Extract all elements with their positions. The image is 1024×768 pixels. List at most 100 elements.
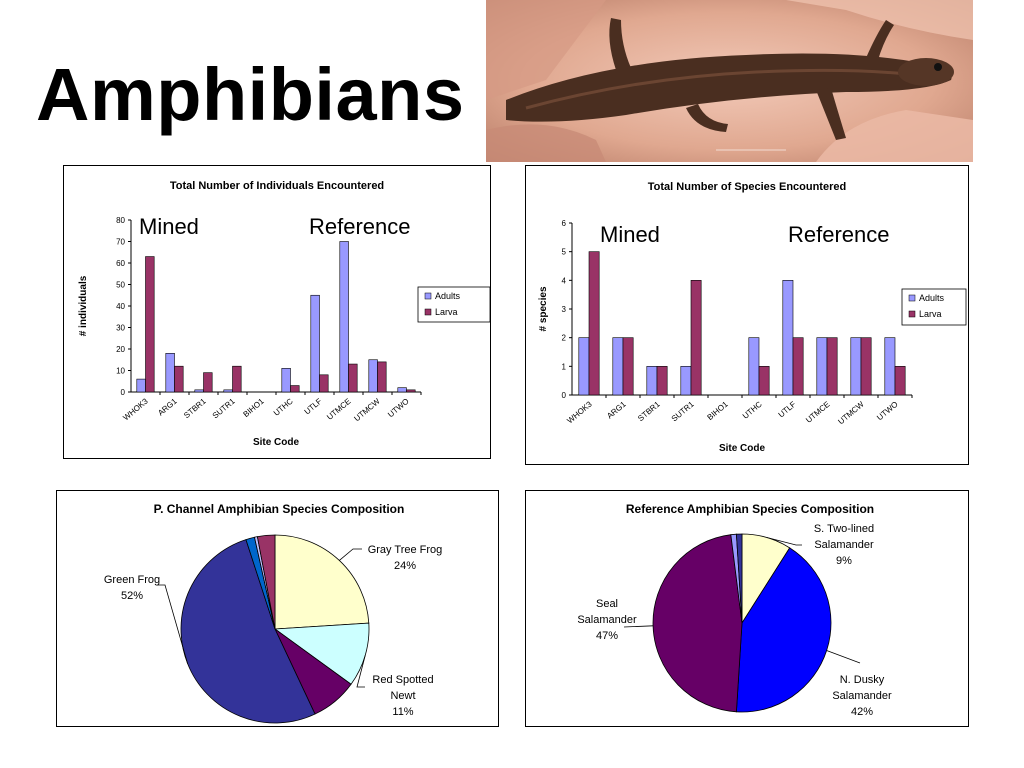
bar-adults xyxy=(310,294,320,393)
bar-adults xyxy=(223,389,233,393)
y-axis-label: # species xyxy=(538,286,549,331)
pie-slice xyxy=(735,547,832,713)
bar-adults xyxy=(612,337,624,396)
bar-larva xyxy=(174,365,184,393)
leader-line xyxy=(826,650,861,664)
y-tick-label: 2 xyxy=(562,334,567,343)
bar-adults xyxy=(646,366,658,396)
leader-line xyxy=(766,537,802,546)
species-chart-box: Total Number of Species Encountered 0 1 2 3 4… xyxy=(525,165,969,465)
x-tick-label: ARG1 xyxy=(605,399,628,420)
legend-swatch xyxy=(908,310,916,318)
individuals-chart-box: Total Number of Individuals Encountered 0… xyxy=(63,165,491,459)
slice-label: Gray Tree Frog 24% xyxy=(368,544,443,572)
x-tick-label: UTHC xyxy=(272,396,295,417)
leader-line xyxy=(157,584,188,664)
y-tick-label: 70 xyxy=(116,238,125,247)
chart-title: Reference Amphibian Species Composition xyxy=(626,502,874,516)
y-tick-label: 1 xyxy=(562,362,567,371)
leader-line xyxy=(356,655,366,688)
annotation-reference: Reference xyxy=(309,214,411,239)
annotation-mined: Mined xyxy=(139,214,199,239)
pie-slice xyxy=(273,622,370,685)
x-tick-label: UTWO xyxy=(386,397,411,420)
y-tick-label: 6 xyxy=(562,219,567,228)
y-tick-label: 3 xyxy=(562,305,567,314)
chart-title: Total Number of Species Encountered xyxy=(648,181,846,193)
bar-larva xyxy=(290,385,300,393)
species-bar-chart: Total Number of Species Encountered 0 1 2 3 4… xyxy=(538,181,967,454)
x-axis-label: Site Code xyxy=(253,437,300,448)
bar-adults xyxy=(368,359,378,393)
x-tick-label: ARG1 xyxy=(156,396,179,417)
chart-title: Total Number of Individuals Encountered xyxy=(170,180,384,192)
x-tick-label: SUTR1 xyxy=(211,396,237,420)
chart-title: P. Channel Amphibian Species Composition xyxy=(154,502,405,516)
slice-label: S. Two-lined Salamander 9% xyxy=(814,523,874,567)
y-tick-label: 40 xyxy=(116,302,125,311)
bar-adults xyxy=(194,389,204,393)
bar-larva xyxy=(406,389,416,393)
legend-label: Larva xyxy=(435,307,458,317)
x-tick-label: UTMCE xyxy=(325,397,353,422)
bar-adults xyxy=(680,366,692,396)
bar-adults xyxy=(136,378,146,393)
legend-swatch xyxy=(424,292,432,300)
x-axis-label: Site Code xyxy=(719,443,766,454)
pie-slice xyxy=(256,534,276,630)
x-tick-label: UTMCE xyxy=(804,400,832,425)
bar-larva xyxy=(232,365,242,393)
x-tick-label: UTMCW xyxy=(836,399,866,426)
y-tick-label: 80 xyxy=(116,216,125,225)
salamander-photo xyxy=(486,0,973,162)
pie-slice xyxy=(652,534,743,713)
y-tick-label: 50 xyxy=(116,281,125,290)
bar-adults xyxy=(578,337,590,396)
bar-adults xyxy=(850,337,862,396)
bar-adults xyxy=(165,353,175,393)
bar-larva xyxy=(588,251,600,396)
bar-larva xyxy=(792,337,804,396)
bar-larva xyxy=(319,374,329,393)
x-tick-label: UTHC xyxy=(741,399,764,420)
bar-larva xyxy=(145,256,155,393)
x-tick-label: STBR1 xyxy=(636,399,662,423)
bar-adults xyxy=(816,337,828,396)
y-tick-label: 20 xyxy=(116,345,125,354)
y-tick-label: 10 xyxy=(116,367,125,376)
x-tick-label: WHOK3 xyxy=(565,399,594,425)
leader-line xyxy=(623,625,654,628)
y-tick-label: 60 xyxy=(116,259,125,268)
x-tick-label: BIHO1 xyxy=(242,396,267,419)
legend-swatch xyxy=(908,294,916,302)
pie-slice xyxy=(735,533,743,624)
legend-label: Adults xyxy=(435,291,461,301)
x-tick-label: WHOK3 xyxy=(121,396,150,422)
bar-larva xyxy=(894,366,906,396)
slice-label: Green Frog 52% xyxy=(104,574,160,602)
x-tick-label: UTLF xyxy=(303,397,324,417)
bar-adults xyxy=(782,280,794,396)
individuals-bar-chart: Total Number of Individuals Encountered 0… xyxy=(78,180,490,448)
bar-adults xyxy=(281,368,291,393)
bar-larva xyxy=(348,363,358,393)
y-tick-label: 5 xyxy=(562,248,567,257)
pchannel-pie-chart: P. Channel Amphibian Species Composition… xyxy=(104,502,443,724)
bar-adults xyxy=(339,241,349,393)
slice-label: N. Dusky Salamander 42% xyxy=(832,674,892,718)
x-tick-label: SUTR1 xyxy=(670,399,696,423)
bar-larva xyxy=(377,361,387,393)
y-axis-label: # individuals xyxy=(78,275,89,336)
slide-title: Amphibians xyxy=(36,53,465,136)
annotation-mined: Mined xyxy=(600,222,660,247)
slice-label: Red Spotted Newt 11% xyxy=(372,674,433,718)
annotation-reference: Reference xyxy=(788,222,890,247)
bar-adults xyxy=(748,337,760,396)
bar-larva xyxy=(622,337,634,396)
legend-swatch xyxy=(424,308,432,316)
x-tick-label: UTWO xyxy=(875,400,900,423)
y-tick-label: 4 xyxy=(562,276,567,285)
y-tick-label: 0 xyxy=(562,391,567,400)
y-tick-label: 0 xyxy=(121,388,126,397)
y-tick-label: 30 xyxy=(116,324,125,333)
